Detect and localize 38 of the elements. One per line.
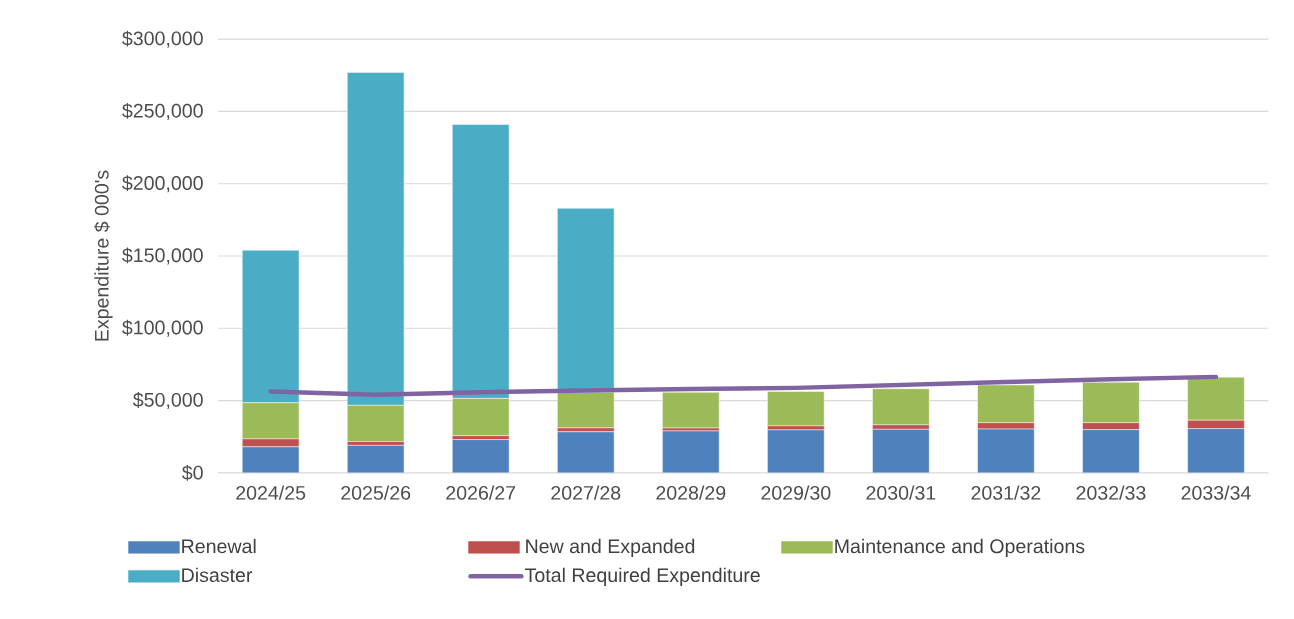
legend-label: Total Required Expenditure: [525, 567, 760, 587]
bar: [1082, 429, 1140, 473]
bar: [347, 445, 405, 473]
bar: [977, 428, 1035, 473]
legend-label: Renewal: [182, 538, 256, 554]
x-tick-label: 2031/32: [971, 485, 1041, 500]
y-tick-label: $250,000: [122, 103, 203, 121]
bar: [557, 431, 615, 473]
bar: [557, 392, 615, 429]
legend-label: Maintenance and Operations: [835, 538, 1085, 558]
y-axis-title: Expenditure $ 000's: [94, 170, 113, 341]
x-tick-label: 2030/31: [866, 485, 936, 500]
bar: [662, 430, 720, 473]
bar: [767, 429, 825, 473]
y-tick-label: $300,000: [122, 30, 203, 48]
x-tick-label: 2027/28: [551, 485, 621, 500]
bar: [872, 429, 930, 473]
x-tick-label: 2029/30: [761, 485, 831, 500]
bar: [767, 391, 825, 427]
legend-label: New and Expanded: [526, 538, 695, 558]
bar: [872, 388, 930, 426]
y-tick-label: $200,000: [122, 175, 203, 193]
x-tick-label: 2025/26: [341, 485, 411, 500]
bar: [662, 392, 720, 429]
x-tick-label: 2026/27: [446, 485, 516, 500]
bar: [241, 446, 300, 473]
y-tick-label: $50,000: [133, 392, 203, 410]
y-tick-label: $100,000: [122, 319, 203, 337]
bar: [1187, 428, 1245, 473]
bar: [452, 439, 510, 473]
legend-label: Disaster: [182, 567, 253, 583]
bar: [977, 384, 1035, 424]
y-tick-label: $150,000: [122, 247, 203, 265]
x-tick-label: 2033/34: [1181, 485, 1251, 500]
x-tick-label: 2024/25: [236, 485, 306, 500]
x-tick-label: 2028/29: [656, 485, 726, 500]
x-tick-label: 2032/33: [1076, 485, 1146, 500]
y-tick-label: $0: [181, 465, 203, 481]
